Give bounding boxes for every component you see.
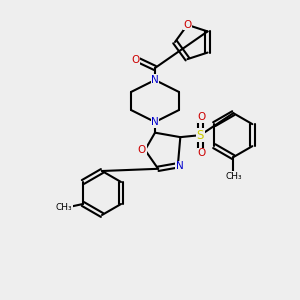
Text: N: N — [176, 161, 184, 171]
Text: CH₃: CH₃ — [56, 202, 72, 211]
Text: CH₃: CH₃ — [225, 172, 242, 181]
Text: O: O — [197, 148, 206, 158]
Text: N: N — [151, 75, 159, 85]
Text: O: O — [131, 55, 139, 65]
Text: N: N — [151, 117, 159, 127]
Text: O: O — [138, 145, 146, 155]
Text: S: S — [196, 129, 204, 142]
Text: O: O — [197, 112, 206, 122]
Text: O: O — [183, 20, 192, 30]
